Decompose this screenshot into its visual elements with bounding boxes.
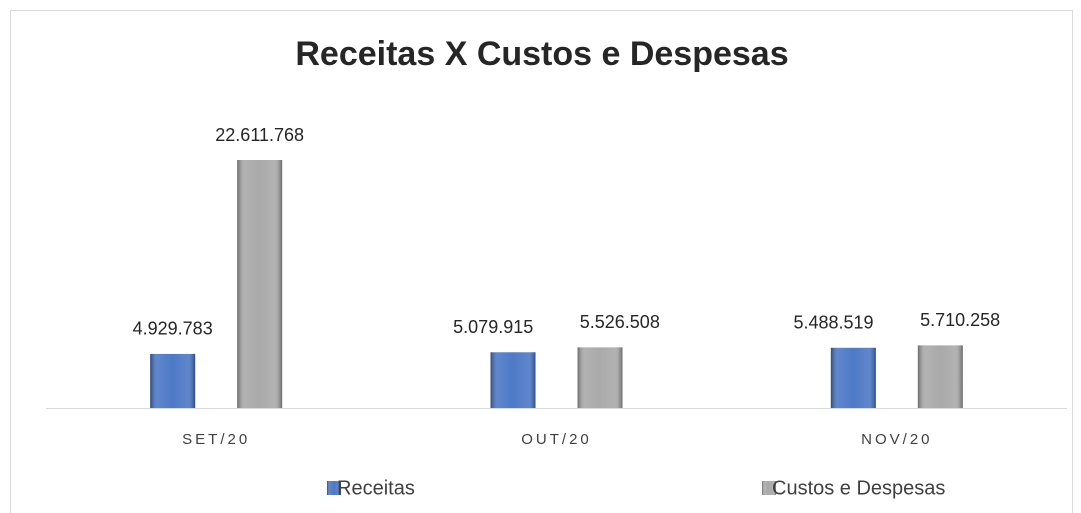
- legend-swatch-bevel: [762, 481, 776, 495]
- data-label: 5.526.508: [580, 312, 660, 332]
- data-label: 5.488.519: [793, 313, 873, 333]
- data-label: 5.710.258: [920, 310, 1000, 330]
- bar-bevel: [150, 353, 196, 408]
- bar-bevel: [830, 347, 876, 408]
- legend-label: Receitas: [337, 477, 415, 499]
- x-tick-label: SET/20: [182, 431, 250, 448]
- x-tick-label: NOV/20: [861, 431, 932, 448]
- data-label: 22.611.768: [215, 125, 304, 145]
- legend-label: Custos e Despesas: [772, 477, 945, 499]
- bar-bevel: [577, 347, 623, 408]
- legend-swatch-bevel: [327, 481, 341, 495]
- chart-title: Receitas X Custos e Despesas: [295, 35, 788, 73]
- data-label: 4.929.783: [133, 319, 213, 339]
- bar-bevel: [917, 345, 963, 408]
- bar-bevel: [490, 352, 536, 408]
- chart-border: [10, 10, 1073, 513]
- data-label: 5.079.915: [453, 317, 533, 337]
- x-tick-label: OUT/20: [521, 431, 592, 448]
- bar-bevel: [237, 160, 283, 408]
